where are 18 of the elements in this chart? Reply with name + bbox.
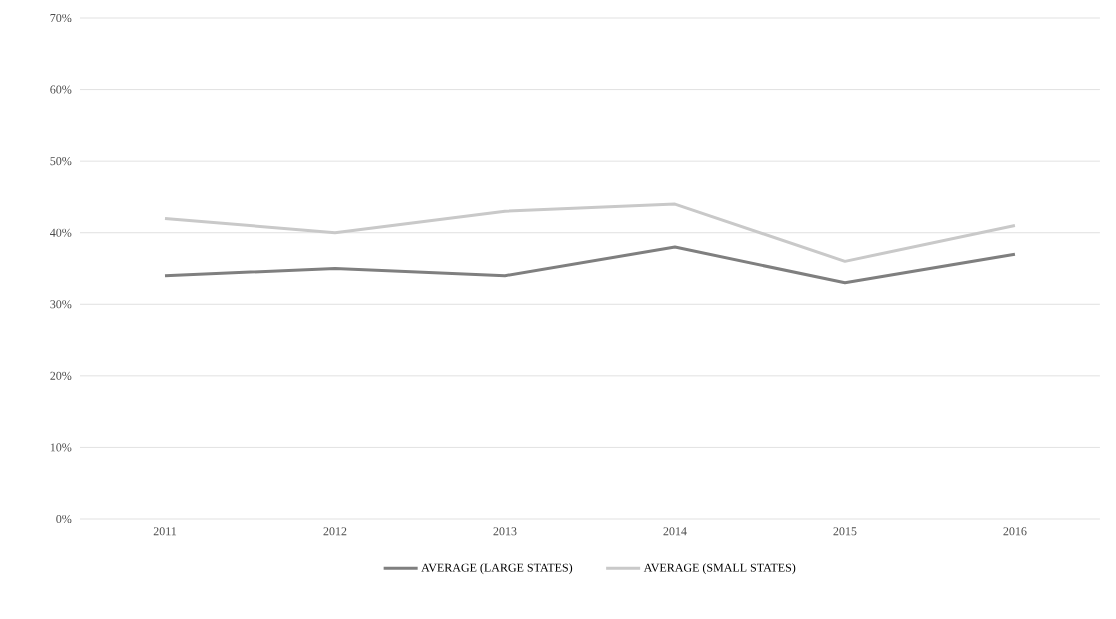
x-tick-label: 2012 [323,527,347,536]
legend-label: AVERAGE (SMALL STATES) [643,563,796,575]
y-tick-label: 70% [50,13,72,23]
x-tick-label: 2011 [153,527,177,536]
legend-label: AVERAGE (LARGE STATES) [421,563,573,575]
line-series [163,202,1017,263]
x-tick-label: 2013 [493,527,517,536]
x-tick-label: 2014 [663,527,687,536]
y-tick-label: 20% [50,371,72,380]
x-tick-label: 2015 [833,527,857,536]
y-tick-label: 50% [50,157,72,166]
x-tick-label: 2016 [1003,527,1027,536]
y-tick-label: 60% [50,85,72,94]
line-series [163,245,1017,285]
y-tick-label: 40% [50,228,72,237]
y-tick-label: 30% [50,300,72,309]
y-tick-label: 0% [56,514,72,524]
y-tick-label: 10% [50,443,72,452]
